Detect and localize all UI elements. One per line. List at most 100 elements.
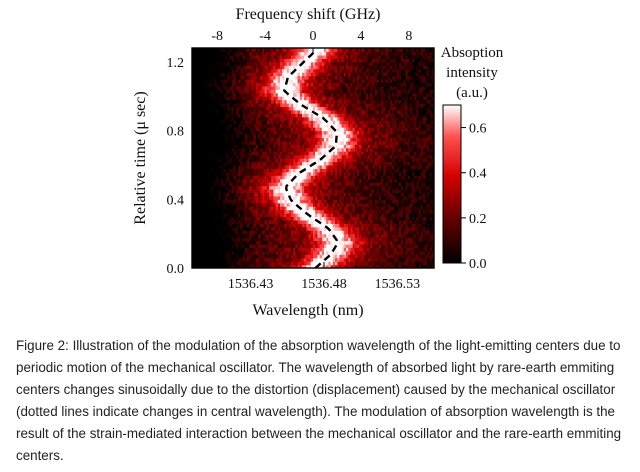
heat-cell (227, 164, 230, 169)
heat-cell (260, 127, 263, 132)
heat-cell (407, 188, 411, 193)
heat-cell (317, 233, 321, 238)
heat-cell (236, 237, 239, 242)
heat-cell (225, 171, 228, 176)
heat-cell (315, 185, 318, 190)
heat-cell (328, 240, 332, 245)
heat-cell (370, 261, 373, 266)
heat-cell (423, 140, 426, 145)
heat-cell (394, 223, 398, 228)
heat-cell (253, 109, 257, 114)
heat-cell (352, 178, 356, 183)
heat-cell (269, 151, 272, 156)
heat-cell (196, 250, 200, 255)
heat-cell (220, 144, 224, 149)
heat-cell (372, 261, 376, 266)
heat-cell (240, 144, 244, 149)
heat-cell (346, 158, 349, 163)
heat-cell (317, 247, 321, 252)
heat-cell (416, 226, 420, 231)
heat-cell (409, 175, 413, 180)
heat-cell (284, 243, 288, 248)
heat-cell (313, 120, 316, 125)
heat-cell (409, 233, 413, 238)
heat-cell (192, 161, 195, 166)
heat-cell (282, 178, 285, 183)
heat-cell (266, 237, 270, 242)
heat-cell (372, 243, 376, 248)
heat-cell (315, 223, 318, 228)
heat-cell (244, 226, 248, 231)
heat-cell (310, 257, 314, 262)
heat-cell (214, 168, 217, 173)
heat-cell (306, 240, 310, 245)
heat-cell (251, 164, 255, 169)
heat-cell (319, 151, 323, 156)
heat-cell (192, 158, 195, 163)
heat-cell (313, 216, 316, 221)
heat-cell (249, 223, 252, 228)
heat-cell (306, 123, 310, 128)
heat-cell (431, 147, 434, 152)
heat-cell (423, 151, 426, 156)
heat-cell (242, 233, 246, 238)
heat-cell (431, 175, 434, 180)
heat-cell (412, 116, 415, 121)
heat-cell (233, 199, 237, 204)
heat-cell (357, 171, 360, 176)
heat-cell (381, 192, 384, 197)
heat-cell (335, 219, 338, 224)
heat-cell (220, 164, 224, 169)
heat-cell (205, 127, 208, 132)
heat-cell (214, 178, 217, 183)
heat-cell (324, 261, 327, 266)
heat-cell (407, 230, 411, 235)
heat-cell (299, 182, 303, 187)
heat-cell (381, 133, 384, 138)
heat-cell (376, 137, 380, 142)
heat-cell (211, 213, 215, 218)
heat-cell (381, 257, 384, 262)
heat-cell (207, 202, 211, 207)
heat-cell (390, 123, 393, 128)
heat-cell (284, 171, 288, 176)
heat-cell (392, 233, 395, 238)
heat-cell (205, 113, 208, 118)
heat-cell (211, 127, 215, 132)
heat-cell (288, 188, 292, 193)
heat-cell (394, 154, 398, 159)
heat-cell (401, 161, 404, 166)
heat-cell (306, 137, 310, 142)
heat-cell (273, 158, 277, 163)
heat-cell (398, 213, 402, 218)
heat-cell (251, 133, 255, 138)
heat-cell (396, 209, 400, 214)
heat-cell (405, 164, 409, 169)
heat-cell (330, 209, 334, 214)
heat-cell (425, 209, 428, 214)
heat-cell (409, 127, 413, 132)
heat-cell (339, 195, 343, 200)
heat-cell (242, 240, 246, 245)
heat-cell (194, 140, 197, 145)
heat-cell (379, 113, 382, 118)
heat-cell (431, 158, 434, 163)
heat-cell (304, 219, 307, 224)
heat-cell (216, 130, 219, 135)
heat-cell (308, 199, 312, 204)
heat-cell (348, 233, 351, 238)
heat-cell (407, 213, 411, 218)
heat-cell (335, 195, 338, 200)
heat-cell (343, 161, 347, 166)
heat-cell (196, 219, 200, 224)
heat-cell (247, 154, 250, 159)
heat-cell (291, 185, 294, 190)
heat-cell (302, 237, 305, 242)
heat-cell (346, 154, 349, 159)
heat-cell (427, 264, 431, 268)
heat-cell (407, 254, 411, 259)
heat-cell (247, 199, 250, 204)
heat-cell (359, 209, 362, 214)
heat-cell (264, 216, 268, 221)
heat-cell (227, 127, 230, 132)
